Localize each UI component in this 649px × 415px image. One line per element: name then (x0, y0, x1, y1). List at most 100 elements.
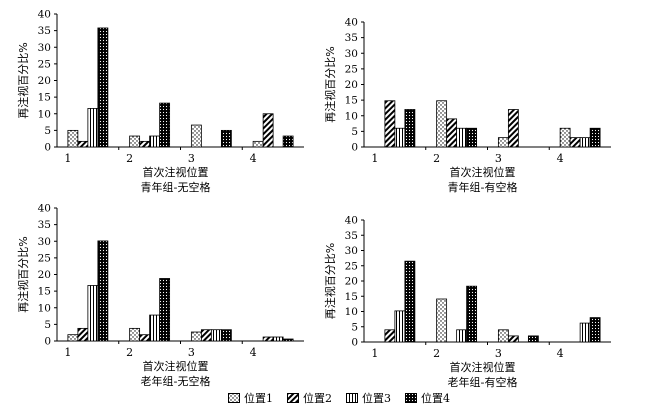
y-tick-label: 40 (345, 215, 358, 227)
bar (77, 327, 89, 342)
bar (87, 108, 99, 148)
bar (527, 335, 539, 343)
y-axis-label: 再注视百分比% (16, 236, 30, 312)
x-tick-label: 3 (188, 152, 195, 165)
bar (404, 260, 416, 343)
y-tick-label: 25 (345, 63, 358, 75)
y-tick-label: 35 (38, 25, 51, 37)
y-tick-label: 10 (38, 108, 51, 120)
bar (97, 27, 109, 148)
bar (466, 127, 478, 148)
y-tick-label: 35 (345, 230, 358, 242)
x-tick-label: 3 (495, 347, 502, 360)
y-tick-label: 20 (38, 269, 51, 281)
y-tick-label: 0 (351, 337, 358, 349)
y-tick-label: 35 (38, 219, 51, 231)
y-tick-label: 10 (345, 110, 358, 122)
bar (252, 140, 264, 148)
legend-swatch-dots (228, 393, 240, 403)
bar (507, 335, 519, 343)
legend-swatch-solid-dots (405, 393, 417, 403)
x-tick-label: 2 (126, 346, 133, 359)
y-tick-label: 15 (345, 95, 358, 107)
bar (466, 285, 478, 343)
x-tick-label: 2 (126, 152, 133, 165)
bar (456, 329, 468, 343)
bar (497, 137, 509, 148)
y-tick-label: 15 (38, 92, 51, 104)
legend-item: 位置4 (405, 390, 450, 406)
y-tick-label: 35 (345, 32, 358, 44)
y-tick-label: 25 (38, 58, 51, 70)
bar (446, 118, 458, 148)
y-tick-label: 10 (38, 302, 51, 314)
bar (200, 329, 212, 342)
y-tick-label: 5 (44, 319, 51, 331)
x-axis-label: 首次注视位置 (450, 360, 516, 374)
bar (436, 100, 448, 148)
bar (139, 334, 151, 342)
bar (97, 240, 109, 342)
bar (220, 129, 232, 148)
bar (282, 135, 294, 148)
legend-swatch-vertical (346, 393, 358, 403)
y-tick-label: 25 (345, 260, 358, 272)
y-tick-label: 40 (38, 203, 51, 215)
bar (87, 285, 99, 342)
y-tick-label: 30 (38, 236, 51, 248)
y-tick-label: 5 (44, 125, 51, 137)
x-tick-label: 3 (495, 152, 502, 165)
bar (436, 298, 448, 343)
x-axis-label: 首次注视位置 (143, 165, 209, 179)
y-tick-label: 20 (345, 276, 358, 288)
bar (559, 127, 571, 148)
y-tick-label: 20 (38, 75, 51, 87)
y-tick-label: 10 (345, 306, 358, 318)
legend-swatch-diagonal (287, 393, 299, 403)
x-tick-label: 1 (371, 347, 378, 360)
y-tick-label: 30 (345, 245, 358, 257)
bar (262, 336, 274, 342)
x-tick-label: 4 (557, 347, 564, 360)
y-tick-label: 40 (38, 9, 51, 21)
y-tick-label: 25 (38, 252, 51, 264)
bar (139, 140, 151, 148)
y-tick-label: 15 (38, 286, 51, 298)
y-tick-label: 40 (345, 17, 358, 29)
x-axis-label: 首次注视位置 (450, 165, 516, 179)
bar (497, 329, 509, 343)
bar (159, 102, 171, 148)
x-axis-label: 首次注视位置 (143, 359, 209, 373)
x-tick-label: 4 (250, 346, 257, 359)
y-tick-label: 5 (351, 126, 358, 138)
x-tick-label: 3 (188, 346, 195, 359)
bar (220, 329, 232, 342)
bar (569, 137, 581, 148)
bar (384, 329, 396, 343)
y-axis-label: 再注视百分比% (323, 46, 337, 122)
y-axis-label: 再注视百分比% (16, 42, 30, 118)
bar (589, 317, 601, 343)
bar (394, 310, 406, 343)
legend-label: 位置4 (421, 392, 450, 405)
bar (129, 135, 141, 148)
chart-title: 青年组-无空格 (141, 180, 211, 194)
bar (456, 127, 468, 148)
bar (282, 338, 294, 342)
y-axis-label: 再注视百分比% (323, 243, 337, 319)
bar (159, 278, 171, 342)
y-tick-label: 20 (345, 79, 358, 91)
legend-label: 位置1 (244, 392, 273, 405)
bar (384, 100, 396, 148)
bar (129, 327, 141, 342)
y-tick-label: 0 (351, 142, 358, 154)
x-tick-label: 2 (433, 152, 440, 165)
bar (67, 129, 79, 148)
bar (190, 331, 202, 342)
bar (404, 109, 416, 148)
bar (77, 140, 89, 148)
